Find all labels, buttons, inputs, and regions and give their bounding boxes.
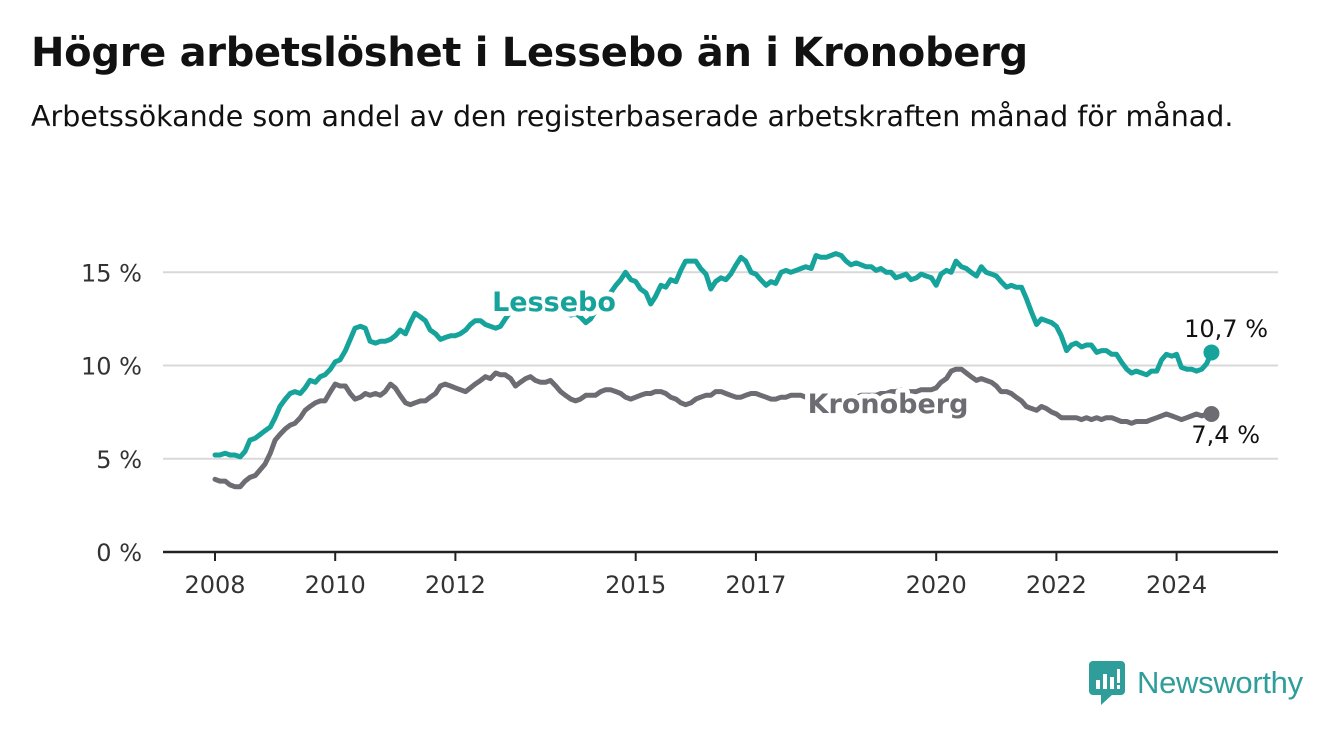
newsworthy-logo-icon [1089, 661, 1125, 705]
x-tick-label: 2020 [906, 571, 967, 599]
x-tick-label: 2015 [605, 571, 666, 599]
endpoint-marker-kronoberg [1203, 405, 1220, 422]
end-value-label-kronoberg: 7,4 % [1191, 421, 1260, 449]
endpoint-marker-lessebo [1203, 344, 1220, 361]
y-tick-label: 15 % [81, 259, 142, 287]
newsworthy-logo[interactable]: Newsworthy [1089, 660, 1303, 706]
x-tick-label: 2024 [1146, 571, 1207, 599]
x-tick-label: 2010 [305, 571, 366, 599]
series-line-kronoberg [212, 366, 1214, 490]
chart-title: Högre arbetslöshet i Lessebo än i Kronob… [31, 30, 1028, 76]
series-line-lessebo [212, 251, 1214, 460]
x-tick-label: 2012 [425, 571, 486, 599]
y-tick-label: 0 % [96, 539, 142, 567]
x-tick-label: 2008 [184, 571, 245, 599]
brand-name: Newsworthy [1137, 665, 1303, 700]
x-tick-label: 2017 [725, 571, 786, 599]
series-label-kronoberg: Kronoberg [808, 389, 969, 420]
x-tick-label: 2022 [1026, 571, 1087, 599]
y-tick-label: 10 % [81, 353, 142, 381]
y-tick-label: 5 % [96, 446, 142, 474]
series-label-lessebo: Lessebo [492, 287, 616, 318]
end-value-label-lessebo: 10,7 % [1184, 315, 1268, 343]
chart-subtitle: Arbetssökande som andel av den registerb… [31, 100, 1234, 133]
